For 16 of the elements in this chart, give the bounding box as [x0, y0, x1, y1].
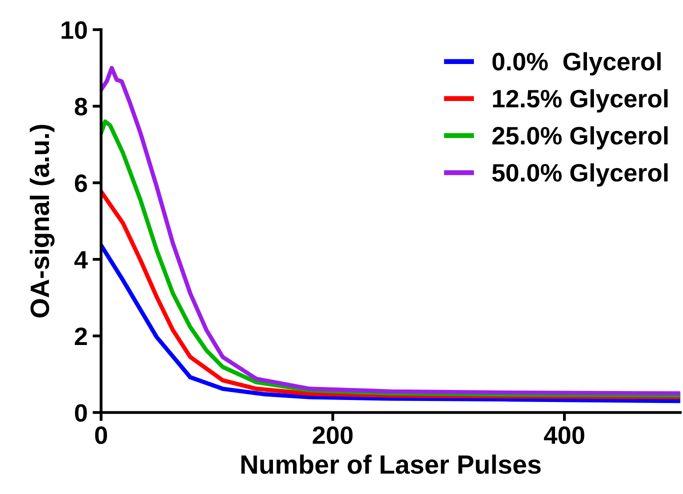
legend-label: 25.0% Glycerol: [492, 126, 668, 150]
y-tick-label: 2: [74, 328, 87, 345]
line-series: [101, 243, 680, 404]
y-tick-label: 8: [74, 98, 88, 116]
y-tick-label: 4: [74, 251, 88, 268]
y-tick-label: 0: [74, 404, 87, 422]
x-axis-title: Number of Laser Pulses: [241, 454, 541, 474]
legend-label: 50.0% Glycerol: [492, 163, 668, 187]
legend-label: 0.0% Glycerol: [492, 52, 661, 76]
y-tick-label: 10: [62, 21, 87, 39]
x-tick-label: 0: [95, 426, 108, 444]
legend-label: 12.5% Glycerol: [493, 89, 668, 112]
y-axis-title: OA-signal (a.u.): [30, 124, 55, 318]
x-tick-label: 400: [544, 426, 584, 444]
x-tick-label: 200: [312, 426, 353, 444]
y-tick-label: 6: [74, 174, 87, 192]
